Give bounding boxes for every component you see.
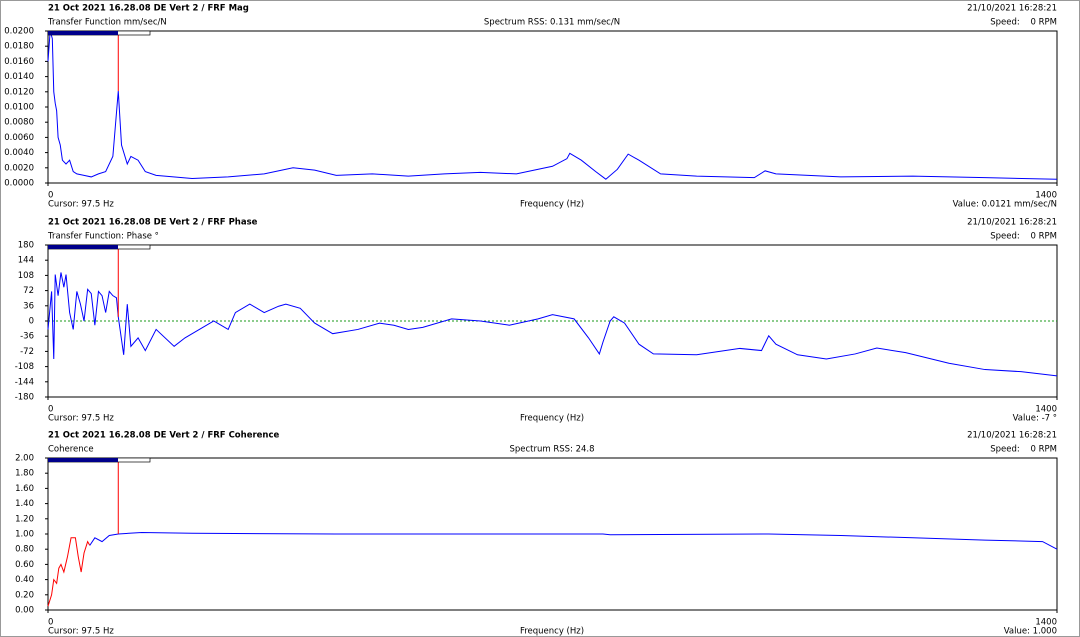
zoom-bar-thumb [48,245,118,249]
y-tick-label: -144 [15,377,34,387]
cursor-label: Cursor: 97.5 Hz [48,627,114,637]
series-line [47,30,1058,180]
y-tick-label: 0.80 [15,545,34,555]
y-tick-label: 0.60 [15,560,34,570]
y-tick-label: 1.00 [15,530,34,540]
y-tick-label: 108 [18,271,34,281]
spectrum-rss: Spectrum RSS: 24.8 [509,445,594,455]
x-axis-label: Frequency (Hz) [520,627,584,637]
y-tick-label: 0.0060 [4,133,34,143]
chart-title: 21 Oct 2021 16.28.08 DE Vert 2 / FRF Coh… [48,431,280,441]
cursor-label: Cursor: 97.5 Hz [48,414,114,424]
y-tick-label: 0.0140 [4,72,34,82]
chart-subtitle: Transfer Function: Phase ° [47,232,159,242]
value-readout: Value: -7 ° [1013,414,1057,424]
chart-title: 21 Oct 2021 16.28.08 DE Vert 2 / FRF Pha… [48,218,258,228]
y-tick-label: 0.0080 [4,118,34,128]
y-tick-label: 0.0100 [4,103,34,113]
y-tick-label: 0.0040 [4,148,34,158]
y-tick-label: 36 [23,301,34,311]
cursor-label: Cursor: 97.5 Hz [48,200,114,210]
y-tick-label: 0.40 [15,575,34,585]
x-tick-label: 1400 [1035,405,1057,415]
series-line [47,537,91,607]
y-tick-label: 0.20 [15,590,34,600]
x-tick-label: 0 [48,191,53,201]
spectrum-rss: Spectrum RSS: 0.131 mm/sec/N [484,18,620,28]
date-time: 21/10/2021 16:28:21 [967,218,1057,228]
x-tick-label: 0 [48,618,53,628]
y-tick-label: 0.0020 [4,163,34,173]
value-readout: Value: 1.000 [1004,627,1057,637]
y-tick-label: 0.0000 [4,179,34,189]
speed: Speed: 0 RPM [990,445,1057,455]
y-tick-label: 1.80 [15,469,34,479]
x-tick-label: 0 [48,405,53,415]
y-tick-label: 1.60 [15,484,34,494]
y-tick-label: -180 [15,393,34,403]
x-axis-label: Frequency (Hz) [520,414,584,424]
date-time: 21/10/2021 16:28:21 [967,4,1057,14]
value-readout: Value: 0.0121 mm/sec/N [953,200,1057,210]
y-tick-label: 1.20 [15,514,34,524]
y-tick-label: 1.40 [15,499,34,509]
series-line [89,531,1058,550]
y-tick-label: 180 [18,241,34,251]
y-tick-label: 0.0180 [4,42,34,52]
y-tick-label: -36 [20,332,34,342]
x-axis-label: Frequency (Hz) [520,200,584,210]
date-time: 21/10/2021 16:28:21 [967,431,1057,441]
zoom-bar-thumb [48,458,118,462]
series-line [47,272,1058,377]
y-tick-label: 0.0160 [4,57,34,67]
y-tick-label: 0.0200 [4,27,34,37]
y-tick-label: 2.00 [15,454,34,464]
chart-title: 21 Oct 2021 16.28.08 DE Vert 2 / FRF Mag [48,4,249,14]
zoom-bar-thumb [48,31,118,35]
y-tick-label: 144 [18,256,34,266]
chart-subtitle: Coherence [48,445,94,455]
x-tick-label: 1400 [1035,191,1057,201]
speed: Speed: 0 RPM [990,232,1057,242]
x-tick-label: 1400 [1035,618,1057,628]
speed: Speed: 0 RPM [990,18,1057,28]
chart-subtitle: Transfer Function mm/sec/N [47,18,167,28]
y-tick-label: -72 [20,347,34,357]
y-tick-label: 0 [29,317,34,327]
y-tick-label: 0.0120 [4,87,34,97]
y-tick-label: 72 [23,286,34,296]
y-tick-label: -108 [15,362,34,372]
y-tick-label: 0.00 [15,606,34,616]
